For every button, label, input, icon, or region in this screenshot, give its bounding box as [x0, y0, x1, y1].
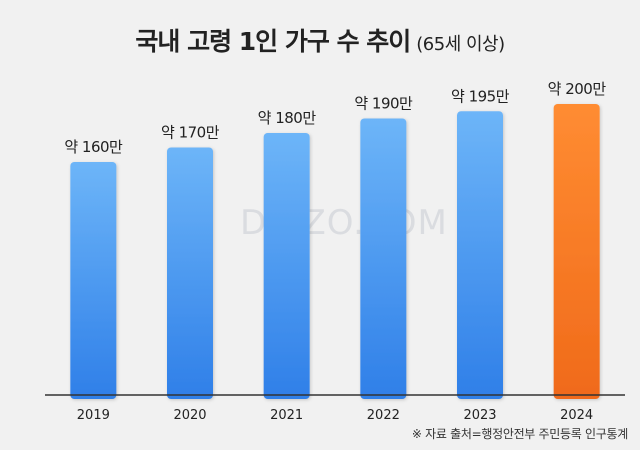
data-label-2024: 약 200만	[548, 80, 607, 98]
bar-2019	[70, 162, 117, 399]
bar-2023	[457, 111, 503, 399]
chart-title: 국내 고령 1인 가구 수 추이 (65세 이상)	[0, 22, 640, 58]
x-tick-label-2020: 2020	[173, 408, 206, 423]
x-tick-label-2019: 2019	[77, 408, 110, 423]
bar-2020	[167, 147, 213, 399]
data-label-2020: 약 170만	[161, 124, 220, 142]
chart-title-main: 국내 고령 1인 가구 수 추이	[135, 27, 411, 56]
data-label-2023: 약 195만	[451, 87, 510, 105]
data-label-2021: 약 180만	[258, 109, 317, 127]
x-tick-label-2022: 2022	[367, 408, 400, 423]
x-tick-label-2023: 2023	[463, 408, 496, 423]
bar-2021	[263, 133, 310, 399]
data-label-2019: 약 160만	[64, 138, 123, 156]
chart-title-sub: (65세 이상)	[416, 34, 505, 55]
source-note: ※ 자료 출처=행정안전부 주민등록 인구통계	[411, 427, 628, 441]
x-tick-label-2021: 2021	[270, 408, 303, 423]
bar-2022	[360, 118, 407, 399]
data-label-2022: 약 190만	[354, 95, 413, 113]
x-tick-label-2024: 2024	[560, 408, 593, 423]
bar-2024	[553, 104, 600, 399]
